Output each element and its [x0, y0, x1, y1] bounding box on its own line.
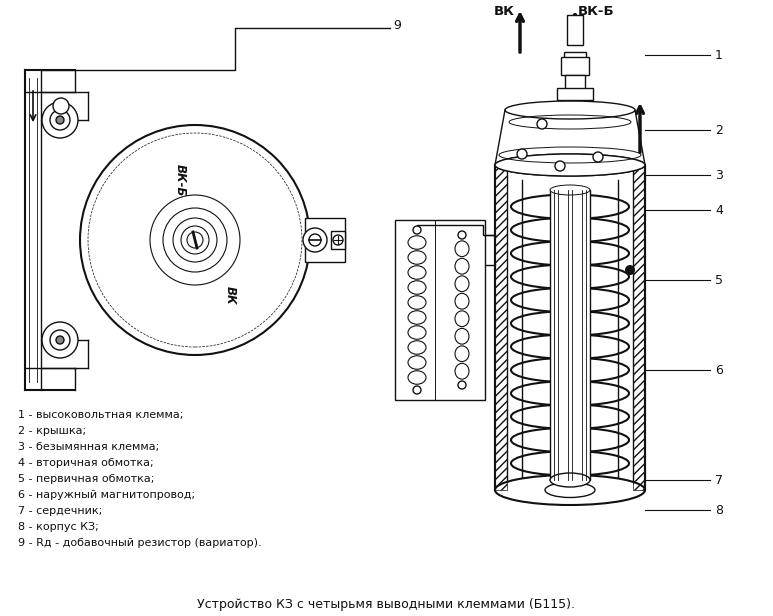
Text: 5 - первичная обмотка;: 5 - первичная обмотка; — [18, 474, 155, 484]
Bar — [331, 231, 345, 249]
Text: ВК: ВК — [494, 5, 515, 18]
Ellipse shape — [550, 473, 590, 487]
Text: ВК: ВК — [223, 286, 237, 304]
Circle shape — [625, 265, 635, 275]
Circle shape — [50, 110, 70, 130]
Text: 8 - корпус КЗ;: 8 - корпус КЗ; — [18, 522, 99, 532]
Text: 3 - безымянная клемма;: 3 - безымянная клемма; — [18, 442, 159, 452]
Circle shape — [163, 208, 227, 272]
Circle shape — [56, 116, 64, 124]
Text: 5: 5 — [715, 274, 723, 286]
Circle shape — [333, 235, 343, 245]
Ellipse shape — [545, 482, 595, 498]
Text: Устройство КЗ с четырьмя выводными клеммами (Б115).: Устройство КЗ с четырьмя выводными клемм… — [197, 598, 575, 611]
Text: 2 - крышка;: 2 - крышка; — [18, 426, 86, 436]
Bar — [305, 218, 345, 262]
Ellipse shape — [550, 185, 590, 195]
Bar — [633, 165, 645, 490]
Circle shape — [181, 226, 209, 254]
Bar — [567, 15, 583, 45]
Bar — [561, 57, 589, 75]
Circle shape — [50, 330, 70, 350]
Circle shape — [42, 322, 78, 358]
Bar — [550, 190, 590, 480]
Circle shape — [555, 161, 565, 171]
Circle shape — [53, 98, 69, 114]
Text: 2: 2 — [715, 123, 723, 137]
Bar — [557, 88, 593, 100]
Text: 8: 8 — [715, 503, 723, 516]
Ellipse shape — [495, 154, 645, 176]
Circle shape — [458, 231, 466, 239]
Text: 9: 9 — [393, 18, 401, 31]
Text: 9 - Rд - добавочный резистор (вариатор).: 9 - Rд - добавочный резистор (вариатор). — [18, 538, 261, 548]
Text: 6 - наружный магнитопровод;: 6 - наружный магнитопровод; — [18, 490, 195, 500]
Circle shape — [150, 195, 240, 285]
Circle shape — [517, 149, 527, 159]
Text: 4: 4 — [715, 203, 723, 216]
Circle shape — [593, 152, 603, 162]
Ellipse shape — [495, 475, 645, 505]
Bar — [564, 52, 586, 60]
Circle shape — [303, 228, 327, 252]
Text: 3: 3 — [715, 169, 723, 182]
Circle shape — [309, 234, 321, 246]
Text: 1 - высоковольтная клемма;: 1 - высоковольтная клемма; — [18, 410, 183, 420]
Text: 7: 7 — [715, 474, 723, 487]
Circle shape — [413, 386, 421, 394]
Text: 6: 6 — [715, 363, 723, 376]
Circle shape — [413, 226, 421, 234]
Bar — [495, 165, 507, 490]
Circle shape — [458, 381, 466, 389]
Bar — [395, 220, 485, 400]
Circle shape — [56, 336, 64, 344]
Text: 7 - сердечник;: 7 - сердечник; — [18, 506, 102, 516]
Text: 4 - вторичная обмотка;: 4 - вторичная обмотка; — [18, 458, 154, 468]
Ellipse shape — [505, 101, 635, 119]
Ellipse shape — [495, 154, 645, 176]
Circle shape — [42, 102, 78, 138]
Bar — [565, 75, 585, 90]
Circle shape — [80, 125, 310, 355]
Circle shape — [537, 119, 547, 129]
Circle shape — [187, 232, 203, 248]
Text: ВК-Б: ВК-Б — [173, 164, 186, 197]
Text: ВК-Б: ВК-Б — [578, 5, 615, 18]
Text: 1: 1 — [715, 49, 723, 62]
Circle shape — [173, 218, 217, 262]
